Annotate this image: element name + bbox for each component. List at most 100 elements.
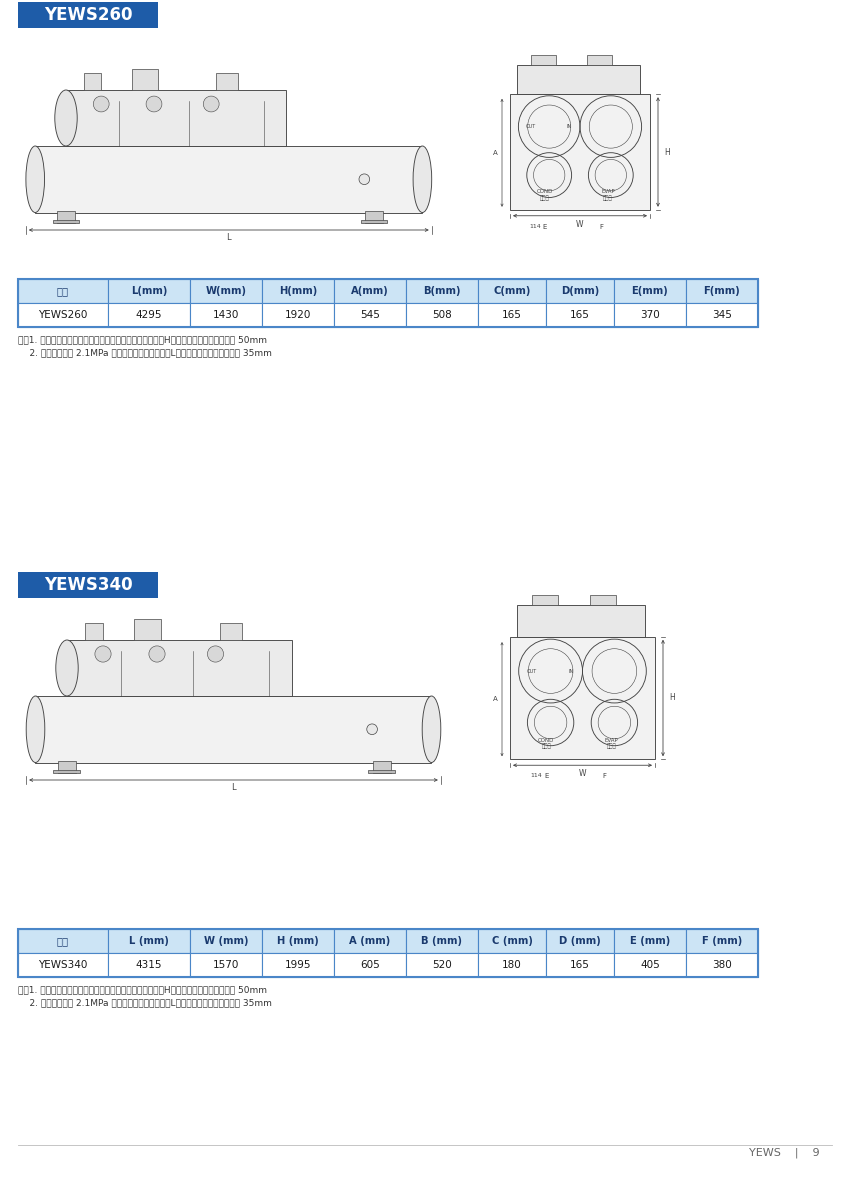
Circle shape (149, 646, 165, 662)
Bar (108, 303, 190, 327)
Text: E: E (544, 774, 548, 780)
Bar (57, 211, 75, 224)
Text: 2. 如机组选用了 2.1MPa 水笱，则每个机组长度「L」在上表尺寸的基础上增加 35mm: 2. 如机组选用了 2.1MPa 水笱，则每个机组长度「L」在上表尺寸的基础上增… (18, 348, 272, 357)
Circle shape (95, 646, 111, 662)
Text: 型号: 型号 (57, 936, 69, 946)
Text: 型号: 型号 (57, 286, 69, 296)
Text: 605: 605 (360, 959, 380, 970)
Text: L(mm): L(mm) (131, 286, 167, 296)
Bar (531, 54, 556, 65)
Ellipse shape (26, 696, 45, 763)
Bar (510, 636, 655, 759)
Bar (587, 54, 612, 65)
Bar (18, 279, 108, 303)
Bar (83, 72, 101, 90)
Text: YEWS340: YEWS340 (38, 959, 88, 970)
Text: 4295: 4295 (136, 310, 162, 319)
Bar (614, 279, 686, 303)
Text: 114: 114 (530, 774, 542, 778)
Bar (686, 953, 758, 977)
Text: IN: IN (569, 668, 574, 673)
Bar (360, 220, 388, 224)
Text: IN: IN (566, 124, 571, 129)
Bar (220, 622, 242, 640)
Text: EVAP
蒸发器: EVAP 蒸发器 (604, 738, 618, 750)
Bar (262, 303, 334, 327)
Text: D (mm): D (mm) (559, 936, 601, 946)
Text: YEWS    |    9: YEWS | 9 (750, 1148, 820, 1158)
Bar (478, 303, 546, 327)
Text: F: F (603, 774, 606, 780)
Text: L: L (231, 783, 235, 791)
Ellipse shape (26, 146, 44, 213)
Text: 1430: 1430 (212, 310, 239, 319)
Bar (614, 303, 686, 327)
Bar (66, 90, 286, 146)
Text: H (mm): H (mm) (277, 936, 319, 946)
Text: L: L (226, 233, 231, 243)
Text: B (mm): B (mm) (422, 936, 462, 946)
Bar (36, 696, 432, 763)
Text: 165: 165 (502, 310, 522, 319)
Bar (406, 303, 478, 327)
Circle shape (367, 724, 377, 735)
Text: A: A (493, 697, 498, 703)
Text: H: H (664, 148, 670, 156)
Bar (369, 769, 395, 772)
Text: C(mm): C(mm) (493, 286, 530, 296)
Text: OUT: OUT (527, 668, 537, 673)
Bar (18, 2, 158, 28)
Text: COND
冷凝器: COND 冷凝器 (537, 189, 553, 200)
Text: W (mm): W (mm) (204, 936, 248, 946)
Bar (478, 929, 546, 953)
Bar (18, 929, 108, 953)
Bar (190, 303, 262, 327)
Text: 405: 405 (640, 959, 660, 970)
Bar (686, 303, 758, 327)
Bar (478, 279, 546, 303)
Circle shape (94, 96, 109, 112)
Text: W: W (579, 769, 586, 778)
Bar (18, 279, 758, 327)
Text: OUT: OUT (526, 124, 536, 129)
Bar (132, 69, 158, 90)
Bar (406, 953, 478, 977)
Bar (190, 953, 262, 977)
Bar (262, 279, 334, 303)
Bar (85, 622, 103, 640)
Ellipse shape (422, 696, 441, 763)
Bar (108, 953, 190, 977)
Bar (190, 929, 262, 953)
Ellipse shape (413, 146, 432, 213)
Bar (18, 303, 108, 327)
Circle shape (203, 96, 219, 112)
Bar (478, 953, 546, 977)
Text: 114: 114 (530, 224, 541, 228)
Bar (546, 279, 614, 303)
Bar (686, 279, 758, 303)
Text: L (mm): L (mm) (129, 936, 169, 946)
Text: F: F (599, 224, 603, 230)
Text: E(mm): E(mm) (632, 286, 668, 296)
Text: A: A (493, 150, 498, 156)
Bar (590, 595, 616, 606)
Text: 1920: 1920 (285, 310, 311, 319)
Bar (406, 279, 478, 303)
Bar (366, 211, 382, 224)
Text: 2. 如机组选用了 2.1MPa 水笱，则每个机组长度「L」在上表尺寸的基础上增加 35mm: 2. 如机组选用了 2.1MPa 水笱，则每个机组长度「L」在上表尺寸的基础上增… (18, 998, 272, 1007)
Bar (546, 929, 614, 953)
Bar (546, 953, 614, 977)
Text: 1570: 1570 (212, 959, 239, 970)
Text: 165: 165 (570, 310, 590, 319)
Bar (686, 929, 758, 953)
Text: 345: 345 (712, 310, 732, 319)
Text: F(mm): F(mm) (704, 286, 740, 296)
Bar (262, 929, 334, 953)
Bar (518, 606, 645, 636)
Bar (517, 65, 640, 95)
Bar (216, 72, 238, 90)
Text: 注：1. 如机组选用了「制冷剂隔离阀」，则每个机组长度「H」在上表尺寸的基础上增加 50mm: 注：1. 如机组选用了「制冷剂隔离阀」，则每个机组长度「H」在上表尺寸的基础上增… (18, 985, 267, 994)
Text: YEWS340: YEWS340 (43, 576, 133, 594)
Bar (262, 953, 334, 977)
Text: 380: 380 (712, 959, 732, 970)
